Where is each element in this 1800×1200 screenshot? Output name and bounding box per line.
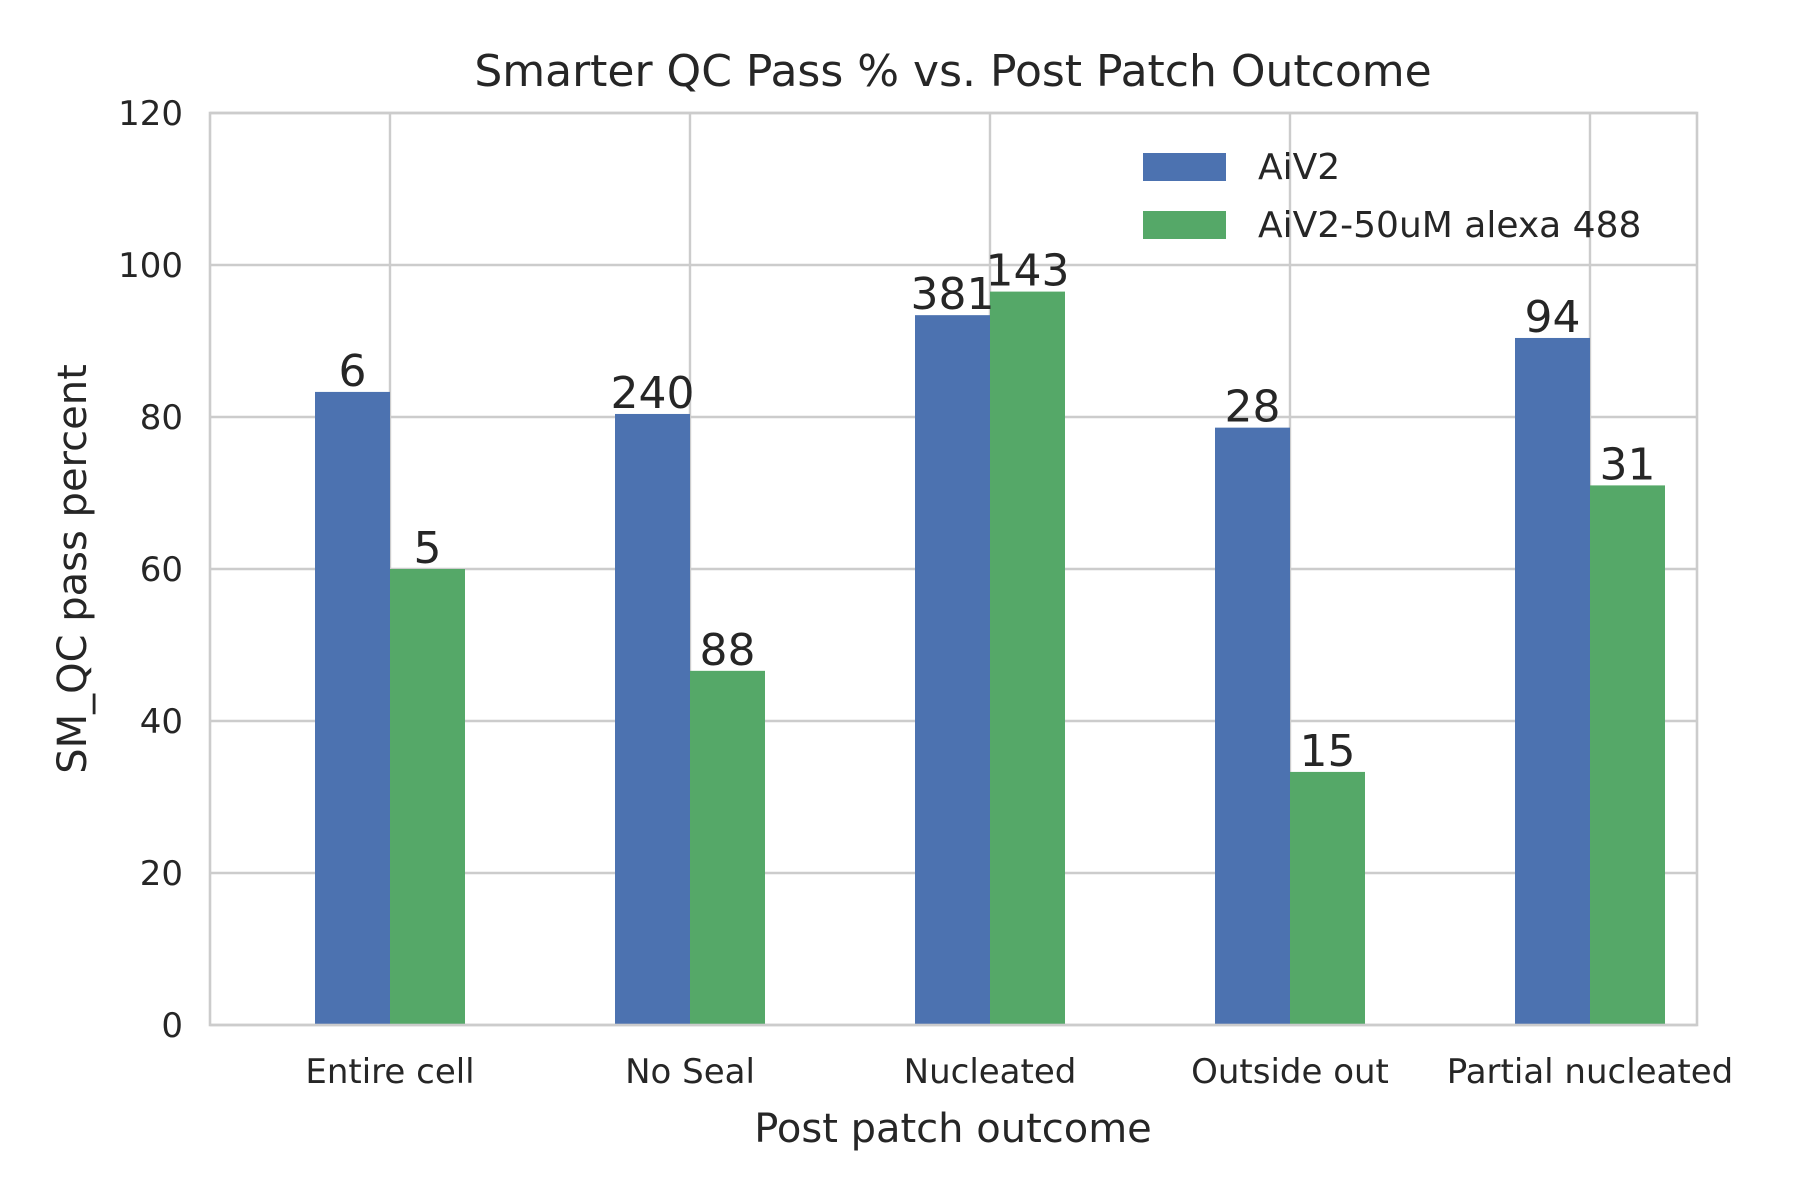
legend-swatch-aiv2 <box>1143 153 1226 181</box>
x-axis-ticks: Entire cell No Seal Nucleated Outside out Pa… <box>305 1052 1733 1092</box>
y-tick-label: 60 <box>140 550 183 590</box>
bar <box>1590 485 1665 1025</box>
data-label: 6 <box>339 346 367 397</box>
x-tick-label: Outside out <box>1191 1052 1389 1092</box>
x-tick-label: Partial nucleated <box>1447 1052 1733 1092</box>
bar <box>315 391 390 1025</box>
bar <box>990 291 1065 1026</box>
bar <box>1215 427 1290 1025</box>
y-axis-ticks: 0 20 40 60 80 100 120 <box>118 94 183 1046</box>
data-labels: 6 240 381 28 94 5 88 143 15 31 <box>339 246 1656 777</box>
bar <box>1515 337 1590 1026</box>
bar <box>390 569 465 1025</box>
legend-swatch-aiv2-alexa <box>1143 211 1226 239</box>
data-label: 240 <box>611 368 695 419</box>
bar <box>615 413 690 1026</box>
bar <box>690 670 765 1025</box>
data-label: 381 <box>911 269 995 320</box>
bar <box>1290 771 1365 1025</box>
bar <box>915 315 990 1025</box>
data-label: 15 <box>1300 726 1356 777</box>
data-label: 31 <box>1600 439 1656 490</box>
y-axis-label: SM_QC pass percent <box>50 364 96 774</box>
data-label: 94 <box>1525 292 1581 343</box>
y-tick-label: 120 <box>118 94 183 134</box>
x-tick-label: No Seal <box>625 1052 755 1092</box>
y-tick-label: 80 <box>140 398 183 438</box>
x-tick-label: Entire cell <box>305 1052 474 1092</box>
data-label: 143 <box>986 246 1070 297</box>
y-tick-label: 0 <box>161 1006 183 1046</box>
data-label: 5 <box>414 523 442 574</box>
legend-label-aiv2-alexa: AiV2-50uM alexa 488 <box>1258 205 1641 246</box>
legend-label-aiv2: AiV2 <box>1258 147 1340 188</box>
y-tick-label: 100 <box>118 246 183 286</box>
chart-title: Smarter QC Pass % vs. Post Patch Outcome <box>474 46 1431 97</box>
x-axis-label: Post patch outcome <box>754 1106 1152 1152</box>
y-tick-label: 20 <box>140 854 183 894</box>
legend: AiV2 AiV2-50uM alexa 488 <box>1143 147 1641 246</box>
plot-frame <box>208 111 1699 1027</box>
data-label: 88 <box>700 625 756 676</box>
bars <box>315 291 1665 1026</box>
data-label: 28 <box>1225 382 1281 433</box>
y-tick-label: 40 <box>140 702 183 742</box>
x-tick-label: Nucleated <box>904 1052 1077 1092</box>
